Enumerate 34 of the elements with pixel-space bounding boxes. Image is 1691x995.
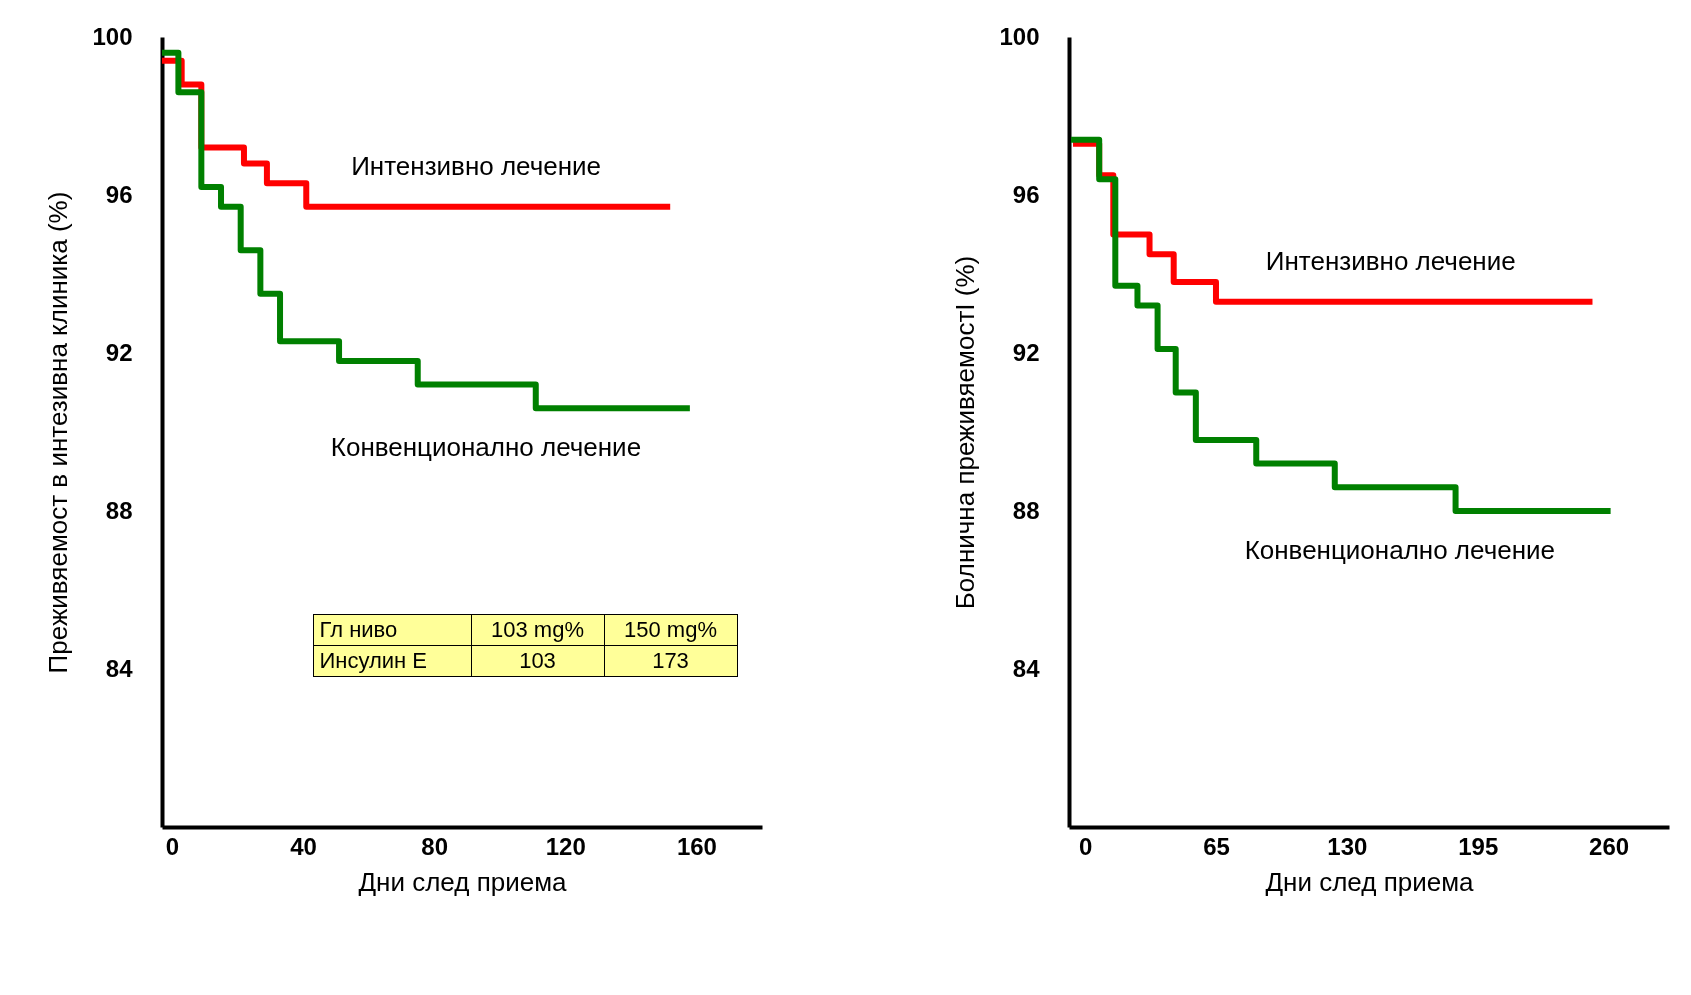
x-tick-label: 120 [545,832,586,860]
y-tick-label: 88 [1012,496,1040,524]
annotation: Инсулин Е [313,645,471,677]
x-tick-label: 80 [421,832,448,860]
x-tick-label: 40 [290,832,317,860]
x-tick-label: 0 [1078,832,1093,860]
y-tick-label: 88 [105,496,133,524]
y-tick-label: 92 [105,338,133,366]
series-label: Конвенционално лечение [1244,535,1555,565]
series-label: Конвенционално лечение [330,432,642,463]
x-tick-label: 195 [1458,832,1499,860]
y-tick-label: 84 [105,654,134,682]
x-tick-label: 160 [676,832,717,860]
annotation: Гл ниво [313,614,471,646]
y-axis-title: Болнична преживяемостI (%) [950,255,981,610]
y-tick-label: 100 [999,22,1040,50]
y-tick-label: 96 [105,180,133,208]
annotation: 173 [604,645,737,677]
y-tick-label: 92 [1012,338,1040,366]
series-label: Интензивно лечение [1265,245,1516,276]
x-tick-label: 130 [1327,832,1368,860]
y-tick-label: 84 [1012,654,1041,682]
x-tick-label: 260 [1589,832,1630,860]
series-label: Интензивно лечение [351,150,602,181]
annotation: 103 [471,645,604,677]
x-axis-title: Дни след приема [358,866,568,897]
y-tick-label: 96 [1012,180,1040,208]
x-axis-title: Дни след приема [1265,866,1475,897]
x-tick-label: 65 [1203,832,1230,860]
y-tick-label: 100 [92,22,133,50]
annotation: 103 mg% [471,614,604,646]
annotation: 150 mg% [604,614,737,646]
x-tick-label: 0 [165,832,180,860]
y-axis-title: Преживяемост в интезивна клиника (%) [43,191,74,674]
